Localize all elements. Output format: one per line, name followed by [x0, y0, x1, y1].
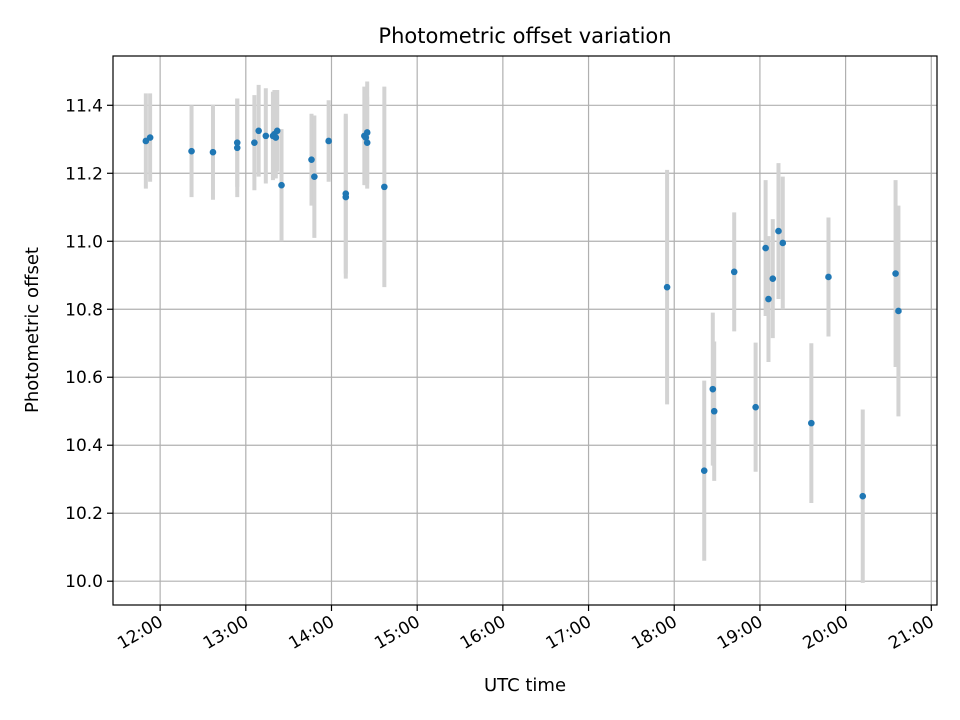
data-point — [273, 127, 281, 135]
data-point — [251, 139, 258, 146]
data-point — [762, 244, 769, 252]
data-point — [769, 275, 777, 282]
plot-frame — [112, 55, 938, 606]
y-axis-ticks: 10.0 10.2 10.4 10.6 10.8 11.0 11.2 11.4 — [65, 96, 113, 592]
data-point — [663, 283, 671, 291]
data-point — [808, 419, 815, 427]
data-point — [278, 181, 285, 189]
x-tick-label: 18:00 — [628, 612, 680, 654]
x-tick-label: 14:00 — [286, 612, 338, 654]
data-point — [779, 239, 787, 247]
data-point — [709, 385, 717, 393]
x-tick-label: 17:00 — [543, 612, 595, 654]
x-tick-label: 16:00 — [457, 612, 509, 654]
data-point — [363, 139, 371, 146]
y-tick-label: 10.6 — [65, 368, 103, 388]
data-point — [311, 173, 318, 180]
y-axis-label: Photometric offset — [22, 247, 43, 413]
data-point — [895, 307, 902, 315]
x-tick-label: 21:00 — [885, 612, 937, 654]
chart-title: Photometric offset variation — [378, 24, 671, 48]
x-tick-label: 15:00 — [371, 612, 423, 654]
data-point — [233, 144, 241, 152]
y-tick-label: 11.2 — [65, 164, 103, 184]
data-point — [859, 492, 867, 500]
x-axis-label: UTC time — [484, 675, 566, 696]
x-tick-label: 12:00 — [114, 612, 166, 654]
y-tick-label: 11.4 — [65, 96, 103, 116]
data-point — [765, 295, 772, 303]
data-point — [381, 183, 388, 191]
data-point — [325, 137, 332, 145]
y-tick-label: 11.0 — [65, 232, 103, 252]
data-point — [700, 467, 708, 475]
error-bars — [143, 81, 901, 583]
data-point — [262, 132, 270, 140]
data-point — [752, 403, 759, 411]
data-point — [342, 193, 350, 201]
data-point — [710, 407, 718, 415]
data-point — [825, 273, 832, 281]
x-axis-ticks: 12:00 13:00 14:00 15:00 16:00 17:00 18:00 19:00… — [114, 605, 938, 654]
data-point — [209, 148, 217, 156]
data-point — [188, 147, 195, 155]
x-tick-label: 20:00 — [800, 612, 852, 654]
data-point — [272, 134, 280, 141]
y-tick-label: 10.4 — [65, 436, 103, 456]
data-point — [146, 134, 154, 141]
data-point — [233, 139, 241, 146]
y-tick-label: 10.8 — [65, 300, 103, 320]
data-points — [142, 127, 902, 500]
data-point — [775, 227, 782, 235]
x-tick-label: 19:00 — [714, 612, 766, 654]
data-point — [363, 129, 371, 136]
y-tick-label: 10.0 — [65, 572, 103, 592]
y-tick-label: 10.2 — [65, 504, 103, 524]
x-tick-label: 13:00 — [200, 612, 252, 654]
data-point — [892, 270, 899, 277]
data-point — [730, 268, 738, 276]
grid — [113, 56, 937, 605]
data-point — [362, 134, 370, 141]
data-point — [308, 156, 315, 163]
data-point — [255, 127, 262, 135]
